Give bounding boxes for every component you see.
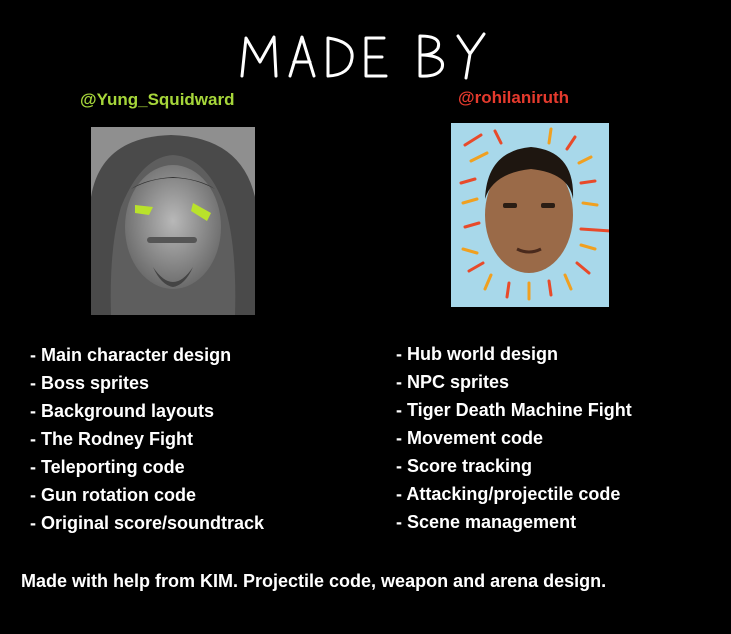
left-portrait (91, 127, 255, 315)
footer-note: Made with help from KIM. Projectile code… (21, 571, 607, 591)
credit-item: - Score tracking (396, 456, 533, 476)
credit-item: - Background layouts (30, 401, 215, 421)
credit-item: - Hub world design (396, 344, 558, 364)
credit-item: - Original score/soundtrack (30, 513, 265, 533)
credit-item: - Teleporting code (30, 457, 185, 477)
right-credits: - Hub world design - NPC sprites - Tiger… (396, 340, 632, 536)
credit-item: - Gun rotation code (30, 485, 196, 505)
credit-item: - Tiger Death Machine Fight (396, 400, 632, 420)
credit-item: - Scene management (396, 512, 577, 532)
credit-item: - Boss sprites (30, 373, 150, 393)
right-handle: @rohilaniruth (458, 88, 570, 107)
left-credits: - Main character design - Boss sprites -… (30, 341, 264, 537)
title (0, 22, 731, 84)
credit-item: - Movement code (396, 428, 544, 448)
left-handle: @Yung_Squidward (80, 90, 235, 109)
credit-item: - NPC sprites (396, 372, 510, 392)
credit-item: - Attacking/projectile code (396, 484, 621, 504)
credit-item: - The Rodney Fight (30, 429, 193, 449)
right-portrait (451, 123, 609, 307)
credit-item: - Main character design (30, 345, 232, 365)
title-handwritten (240, 32, 485, 80)
